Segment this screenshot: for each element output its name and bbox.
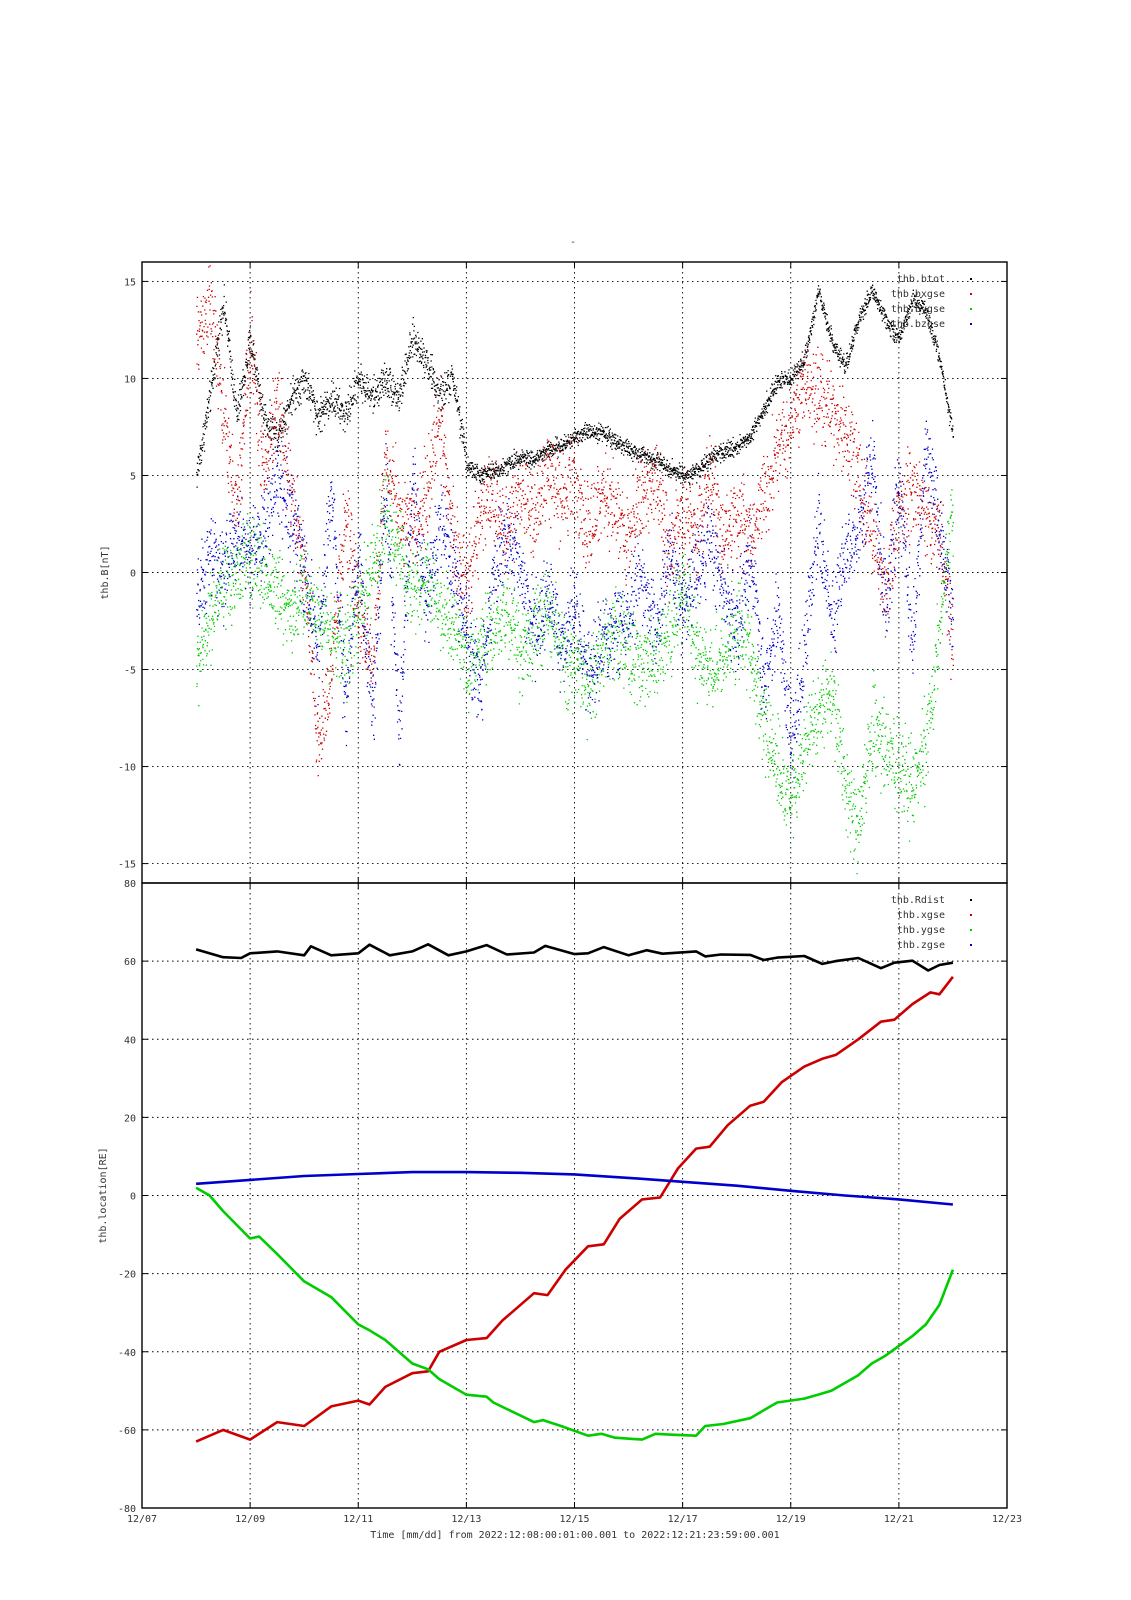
y-tick-label: -5 [124,666,136,677]
legend-marker [970,278,972,280]
x-tick-label: 12/09 [235,1514,265,1525]
legend-label: thb.Rdist [891,895,945,906]
legend-marker [970,899,972,901]
legend-marker [970,308,972,310]
legend-marker [970,293,972,295]
y-axis-label: thb.B[nT] [100,545,111,599]
x-tick-label: 12/23 [992,1514,1022,1525]
scatter-points [196,419,954,779]
y-tick-label: 60 [124,957,136,968]
x-tick-label: 12/19 [776,1514,806,1525]
legend-marker [970,914,972,916]
y-tick-label: 40 [124,1035,136,1046]
legend-marker [970,323,972,325]
y-tick-label: -20 [118,1270,136,1281]
legend-label: thb.bxgse [891,289,945,300]
legend-label: thb.ygse [897,925,945,936]
series-line-thb-zgse [196,1170,954,1206]
time-axis-label: Time [mm/dd] from 2022:12:08:00:01:00.00… [370,1530,779,1541]
y-axis-label: thb.location[RE] [98,1147,109,1243]
series-thb-btot [196,284,954,488]
y-tick-label: 5 [130,471,136,482]
x-tick-label: 12/15 [559,1514,589,1525]
legend-label: thb.xgse [897,910,945,921]
series-line-thb-ygse [195,1186,955,1441]
legend: thb.Rdist thb.xgse thb.ygse thb.zgse [891,895,972,951]
legend: thb.btot thb.bxgse thb.bygse thb.bzgse [891,274,972,330]
series-line-thb-Rdist [195,942,954,972]
y-tick-label: 0 [130,569,136,580]
series-line-thb-xgse [195,976,954,1443]
legend-label: thb.bzgse [891,319,945,330]
x-tick-label: 12/07 [127,1514,157,1525]
legend-label: thb.bygse [891,304,945,315]
y-tick-label: 80 [124,879,136,890]
magnetic-field-panel: -15 -10 -5 0 5 10 15 thb.B[nT] thb.btot thb.bxgse… [100,261,1008,884]
legend-marker [970,929,972,931]
y-tick-label: -10 [118,763,136,774]
y-tick-label: 10 [124,374,136,385]
y-tick-label: -15 [118,860,136,871]
scatter-points [196,265,954,777]
y-tick-label: -60 [118,1426,136,1437]
legend-marker [970,944,972,946]
x-tick-label: 12/11 [343,1514,373,1525]
y-tick-label: 0 [130,1192,136,1203]
x-tick-label: 12/17 [668,1514,698,1525]
data-layer [195,942,955,1443]
y-tick-label: -40 [118,1348,136,1359]
data-layer [196,265,954,875]
legend-label: thb.zgse [897,940,945,951]
y-tick-label: 20 [124,1113,136,1124]
location-panel: 12/07 12/09 12/11 12/13 12/15 12/17 12/19 12/21… [98,879,1022,1525]
x-tick-label: 12/21 [884,1514,914,1525]
series-thb-bzgse [196,419,954,779]
scatter-points [196,284,954,488]
series-thb-bxgse [196,265,954,777]
y-tick-label: 15 [124,277,136,288]
legend-label: thb.btot [897,274,945,285]
top-mark: - [570,237,576,248]
x-tick-label: 12/13 [451,1514,481,1525]
plot-frame [141,882,1008,1509]
y-tick-label: -80 [118,1504,136,1515]
